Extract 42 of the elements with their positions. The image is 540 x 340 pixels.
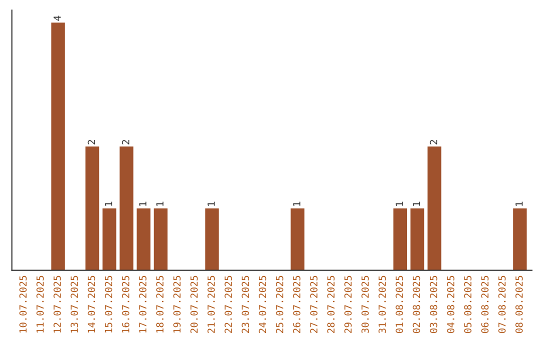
x-tick-label: 31.07.2025 — [378, 276, 386, 334]
x-tick-label: 03.08.2025 — [430, 276, 438, 334]
data-label: 1 — [293, 202, 300, 206]
x-tick-label: 27.07.2025 — [310, 276, 318, 333]
x-tick-label: 12.07.2025 — [54, 276, 61, 333]
data-label: 2 — [430, 140, 438, 144]
x-tick-label: 11.07.2025 — [36, 276, 44, 333]
data-label: 1 — [156, 202, 164, 206]
x-tick-label: 05.08.2025 — [464, 276, 472, 334]
x-tick-label: 29.07.2025 — [344, 276, 352, 333]
x-tick-label: 01.08.2025 — [396, 276, 404, 334]
x-tick-label: 02.08.2025 — [412, 276, 420, 334]
data-label: 2 — [122, 140, 130, 144]
x-tick-label: 22.07.2025 — [224, 276, 232, 333]
x-tick-label: 15.07.2025 — [104, 276, 112, 333]
x-tick-label: 28.07.2025 — [327, 276, 335, 333]
x-tick-label: 25.07.2025 — [276, 276, 284, 333]
x-tick-label: 08.08.2025 — [515, 276, 523, 334]
data-label: 1 — [139, 202, 146, 206]
data-label: 1 — [105, 202, 112, 206]
data-label: 1 — [412, 202, 420, 206]
x-tick-label: 04.08.2025 — [446, 276, 454, 334]
x-tick-label: 23.07.2025 — [242, 276, 250, 333]
data-label: 2 — [88, 140, 95, 144]
x-tick-label: 17.07.2025 — [139, 276, 146, 333]
data-label: 4 — [54, 16, 61, 21]
x-tick-label: 14.07.2025 — [88, 276, 96, 333]
data-label: 1 — [208, 202, 215, 206]
x-tick-label: 10.07.2025 — [19, 276, 27, 333]
x-tick-label: 18.07.2025 — [156, 276, 164, 333]
x-tick-label: 06.08.2025 — [481, 276, 489, 334]
x-tick-label: 21.07.2025 — [208, 276, 215, 333]
data-label: 1 — [516, 202, 523, 206]
x-tick-label: 20.07.2025 — [190, 276, 198, 333]
data-label: 1 — [396, 202, 403, 206]
x-tick-label: 13.07.2025 — [70, 276, 78, 333]
x-tick-label: 24.07.2025 — [258, 276, 266, 333]
x-tick-label: 07.08.2025 — [498, 276, 506, 334]
x-tick-label: 16.07.2025 — [122, 276, 130, 333]
x-tick-label: 30.07.2025 — [361, 276, 369, 334]
x-tick-label: 26.07.2025 — [293, 276, 300, 333]
x-tick-label: 19.07.2025 — [173, 276, 181, 333]
